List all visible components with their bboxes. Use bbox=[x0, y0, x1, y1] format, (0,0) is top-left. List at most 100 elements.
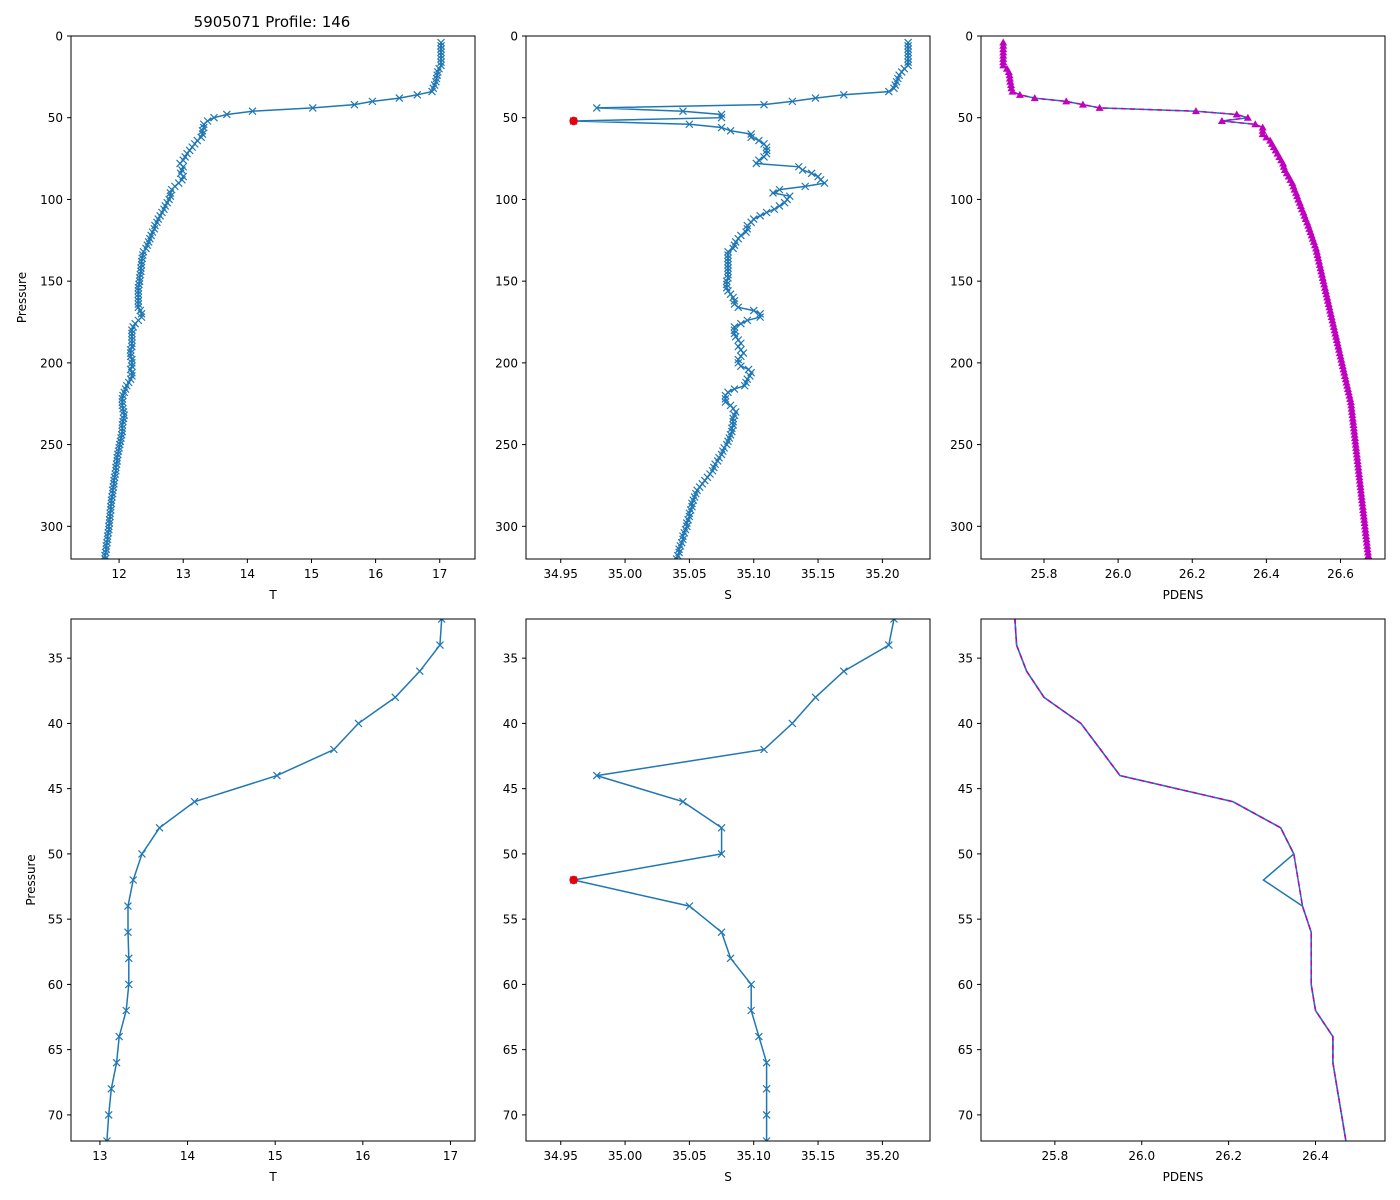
chart-p4-point-19 bbox=[104, 1110, 113, 1119]
chart-p2-point-110 bbox=[721, 398, 730, 407]
chart-p3-point-66 bbox=[1314, 254, 1323, 262]
chart-p3-point-143 bbox=[1359, 505, 1368, 513]
chart-p1-point-117 bbox=[118, 421, 127, 429]
chart-p3-point-87 bbox=[1329, 322, 1338, 330]
chart-p2-point-40 bbox=[807, 169, 816, 178]
chart-p3-point-151 bbox=[1362, 532, 1371, 540]
chart-p2-point-1 bbox=[904, 41, 913, 50]
chart-p2-point-64 bbox=[724, 247, 732, 256]
chart-p4-point-3 bbox=[391, 693, 400, 702]
chart-p2-ytick-label-1: 50 bbox=[503, 111, 518, 125]
chart-p2-point-84 bbox=[756, 313, 765, 322]
chart-p3-point-123 bbox=[1351, 440, 1360, 448]
chart-p3-point-23 bbox=[1243, 113, 1252, 121]
chart-p4-line-0 bbox=[106, 619, 443, 1141]
chart-p5-point-0 bbox=[890, 619, 898, 623]
chart-p3-point-74 bbox=[1320, 280, 1329, 288]
chart-p2-point-79 bbox=[730, 296, 739, 305]
chart-p3-point-82 bbox=[1326, 306, 1335, 314]
chart-p1-point-18 bbox=[368, 97, 377, 106]
chart-p1-ytick-label-1: 50 bbox=[48, 111, 63, 125]
chart-p5-frame bbox=[525, 618, 931, 1142]
chart-p4-ytick-label-2: 45 bbox=[48, 782, 63, 796]
chart-p4-ytick-label-7: 70 bbox=[48, 1108, 63, 1122]
chart-p2-point-22 bbox=[717, 110, 726, 119]
chart-p3-point-68 bbox=[1315, 260, 1324, 268]
chart-p3-point-115 bbox=[1348, 414, 1357, 422]
chart-p2-xlabel: S bbox=[724, 588, 732, 602]
chart-p3-point-83 bbox=[1326, 309, 1335, 317]
chart-p1-ytick-label-2: 100 bbox=[40, 193, 63, 207]
chart-p5-xtick-label-2: 35.05 bbox=[672, 1149, 706, 1163]
chart-p4-point-14 bbox=[124, 980, 133, 989]
chart-p5-point-12 bbox=[717, 928, 726, 937]
chart-p1-point-157 bbox=[101, 551, 109, 559]
chart-p3-point-157 bbox=[1364, 551, 1373, 559]
chart-p4-panel: 13 14 15 16 17 35 40 45 50 55 60 65 70 T Pressure bbox=[24, 618, 476, 1184]
chart-p6-ytick-label-5: 60 bbox=[958, 978, 973, 992]
chart-p3-point-85 bbox=[1328, 316, 1337, 324]
chart-p3-frame bbox=[980, 35, 1386, 560]
chart-p3-point-88 bbox=[1330, 326, 1339, 334]
chart-p5-panel: 34.95 35.00 35.05 35.10 35.15 35.20 35 40 45 50 55… bbox=[503, 618, 931, 1184]
chart-p4-ytick-label-5: 60 bbox=[48, 978, 63, 992]
chart-p5-ytick-label-7: 70 bbox=[503, 1108, 518, 1122]
chart-p1-point-27 bbox=[198, 126, 207, 135]
chart-p3-point-137 bbox=[1356, 486, 1365, 494]
chart-p3-point-80 bbox=[1324, 300, 1333, 308]
chart-p6-data bbox=[1014, 619, 1347, 1141]
chart-p4-xtick-label-0: 13 bbox=[92, 1149, 107, 1163]
chart-p6-panel: 25.8 26.0 26.2 26.4 35 40 45 50 55 60 65 70 PDENS bbox=[958, 618, 1386, 1184]
chart-p1-point-88 bbox=[127, 326, 136, 335]
chart-p1-point-91 bbox=[127, 336, 136, 344]
chart-p5-ytick-label-1: 40 bbox=[503, 717, 518, 731]
chart-p3-point-21 bbox=[1191, 107, 1200, 115]
chart-p1-xtick-label-2: 14 bbox=[240, 567, 255, 581]
chart-p2-xtick-label-0: 34.95 bbox=[544, 567, 578, 581]
chart-p2-point-144 bbox=[685, 509, 694, 518]
chart-p3-point-95 bbox=[1335, 349, 1344, 357]
chart-p1-point-148 bbox=[104, 522, 113, 531]
chart-p3-point-120 bbox=[1350, 430, 1359, 438]
chart-p1-xtick-label-5: 17 bbox=[432, 567, 447, 581]
chart-p5-point-3 bbox=[811, 693, 820, 702]
chart-p5-ytick-label-0: 35 bbox=[503, 652, 518, 666]
chart-p4-point-9 bbox=[138, 849, 146, 858]
chart-p2-point-23 bbox=[717, 113, 726, 122]
chart-p2-point-5 bbox=[904, 54, 913, 63]
chart-p3-point-107 bbox=[1344, 388, 1353, 396]
chart-p3-point-129 bbox=[1353, 460, 1362, 468]
chart-p2-ytick-label-3: 150 bbox=[495, 275, 518, 289]
chart-p3-point-158 bbox=[1366, 555, 1371, 559]
chart-p4-xtick-label-2: 15 bbox=[268, 1149, 283, 1163]
chart-p1-xtick-label-4: 16 bbox=[368, 567, 383, 581]
chart-p3-point-25 bbox=[1251, 120, 1260, 128]
chart-p1-point-23 bbox=[210, 113, 218, 122]
chart-p2-xtick-label-4: 35.15 bbox=[801, 567, 835, 581]
chart-p2-point-155 bbox=[675, 545, 684, 554]
chart-p2-line-0 bbox=[573, 42, 909, 559]
chart-p5-xtick-label-4: 35.15 bbox=[801, 1149, 835, 1163]
figure-title: 5905071 Profile: 146 bbox=[194, 13, 351, 31]
chart-p1-point-89 bbox=[127, 329, 136, 338]
chart-p1-point-46 bbox=[166, 188, 175, 197]
chart-p4-point-5 bbox=[329, 745, 338, 754]
chart-p4-point-11 bbox=[124, 902, 132, 911]
chart-p3-point-84 bbox=[1327, 313, 1336, 321]
chart-p3-ytick-label-3: 150 bbox=[950, 275, 973, 289]
chart-p6-ytick-label-2: 45 bbox=[958, 782, 973, 796]
chart-p1-point-22 bbox=[222, 110, 231, 119]
chart-p2-xtick-label-5: 35.20 bbox=[865, 567, 899, 581]
chart-p4-ytick-label-4: 55 bbox=[48, 913, 63, 927]
chart-p2-point-25 bbox=[685, 120, 694, 129]
chart-p3-point-7 bbox=[999, 61, 1008, 69]
chart-p4-point-20 bbox=[103, 1137, 111, 1141]
chart-p2-point-73 bbox=[722, 277, 731, 286]
chart-p6-xlabel: PDENS bbox=[1163, 1170, 1204, 1184]
chart-p2-point-106 bbox=[730, 385, 739, 393]
chart-p2-point-118 bbox=[727, 424, 736, 433]
chart-p3-point-105 bbox=[1343, 381, 1352, 389]
chart-p6-ytick-label-7: 70 bbox=[958, 1108, 973, 1122]
chart-p1-point-78 bbox=[134, 293, 143, 302]
chart-p2-point-68 bbox=[724, 260, 732, 269]
